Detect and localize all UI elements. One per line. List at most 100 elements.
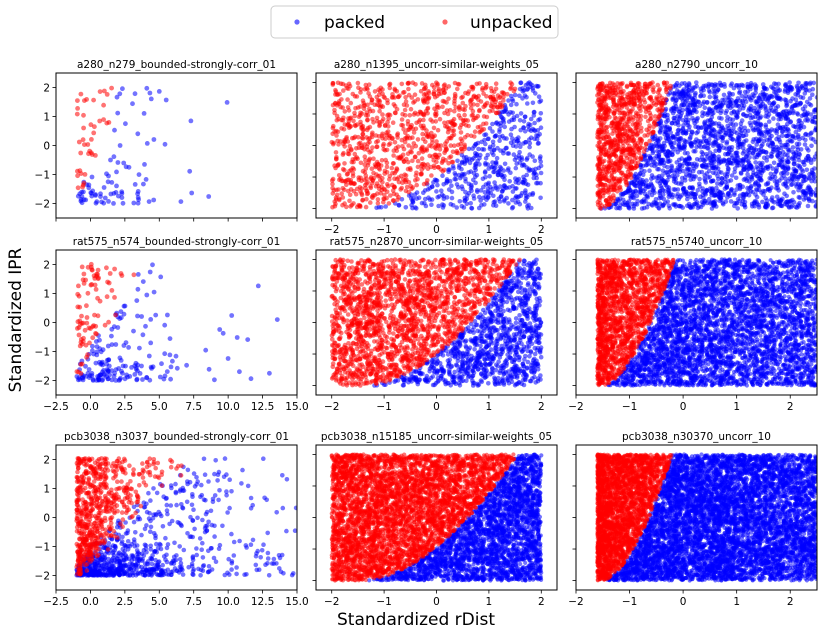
point-unpacked	[78, 150, 84, 156]
point-unpacked	[433, 119, 439, 124]
point-unpacked	[432, 165, 437, 170]
point-unpacked	[413, 178, 418, 183]
point-packed	[129, 365, 135, 370]
point-packed	[715, 108, 720, 114]
point-packed	[456, 172, 462, 178]
point-packed	[750, 150, 756, 155]
point-packed	[108, 157, 113, 163]
point-packed	[174, 365, 180, 371]
point-unpacked	[406, 92, 412, 98]
point-packed	[730, 122, 735, 127]
point-packed	[741, 166, 747, 172]
point-packed	[712, 89, 717, 94]
point-unpacked	[620, 117, 626, 123]
point-packed	[451, 166, 456, 171]
point-packed	[665, 156, 671, 161]
point-unpacked	[387, 82, 392, 87]
point-unpacked	[495, 104, 500, 110]
point-packed	[665, 115, 670, 121]
point-unpacked	[635, 98, 640, 103]
point-packed	[115, 110, 121, 116]
point-packed	[753, 85, 758, 91]
point-packed	[527, 321, 533, 326]
point-unpacked	[602, 132, 607, 138]
point-unpacked	[344, 177, 350, 183]
point-packed	[229, 313, 235, 318]
y-tick-label: −1	[35, 170, 50, 182]
point-unpacked	[421, 125, 427, 131]
point-packed	[725, 114, 730, 120]
point-packed	[206, 366, 212, 372]
point-unpacked	[617, 110, 622, 116]
point-packed	[673, 180, 679, 186]
point-packed	[747, 143, 752, 149]
point-packed	[452, 369, 458, 375]
point-unpacked	[634, 121, 639, 127]
point-unpacked	[333, 150, 339, 155]
point-packed	[714, 164, 719, 170]
point-packed	[797, 185, 802, 190]
series-unpacked	[74, 85, 114, 191]
point-unpacked	[406, 189, 412, 195]
point-packed	[469, 188, 474, 193]
point-unpacked	[420, 144, 425, 150]
point-packed	[748, 185, 754, 190]
point-unpacked	[413, 173, 419, 178]
point-packed	[634, 202, 640, 207]
point-unpacked	[466, 89, 472, 94]
point-unpacked	[407, 135, 413, 141]
point-unpacked	[379, 119, 385, 124]
point-unpacked	[432, 152, 438, 158]
point-packed	[115, 160, 121, 165]
point-packed	[116, 366, 122, 371]
point-packed	[707, 94, 713, 100]
point-packed	[659, 160, 664, 165]
point-packed	[750, 92, 755, 97]
point-packed	[135, 272, 141, 277]
point-packed	[724, 139, 730, 145]
point-packed	[444, 195, 450, 200]
point-packed	[487, 146, 493, 152]
point-packed	[109, 180, 115, 185]
point-unpacked	[484, 94, 489, 99]
point-unpacked	[595, 93, 600, 98]
point-unpacked	[638, 141, 644, 146]
point-packed	[528, 122, 533, 128]
point-packed	[134, 377, 140, 383]
point-packed	[151, 289, 157, 295]
point-unpacked	[349, 202, 355, 208]
point-packed	[399, 197, 405, 202]
point-packed	[111, 201, 116, 206]
point-unpacked	[655, 90, 661, 95]
point-packed	[224, 100, 230, 105]
point-unpacked	[333, 87, 338, 93]
x-tick-label: 7.5	[185, 401, 202, 413]
point-packed	[765, 180, 771, 186]
point-packed	[774, 136, 779, 142]
point-packed	[793, 182, 799, 187]
point-packed	[694, 80, 699, 85]
point-unpacked	[663, 96, 668, 102]
point-packed	[748, 174, 754, 180]
point-unpacked	[658, 99, 663, 105]
point-packed	[785, 159, 791, 165]
point-packed	[803, 191, 809, 196]
point-packed	[531, 171, 536, 177]
point-packed	[527, 354, 532, 359]
point-packed	[490, 143, 496, 148]
point-unpacked	[93, 323, 99, 329]
point-packed	[774, 130, 779, 136]
point-unpacked	[419, 167, 425, 172]
point-unpacked	[366, 136, 371, 142]
point-packed	[506, 98, 511, 103]
x-tick-label: 2	[538, 224, 545, 236]
point-unpacked	[648, 116, 654, 121]
point-packed	[802, 142, 808, 147]
point-packed	[773, 108, 779, 114]
point-packed	[477, 194, 482, 200]
point-unpacked	[397, 93, 402, 98]
point-packed	[764, 137, 770, 143]
x-tick-label: −2.5	[43, 401, 69, 413]
point-unpacked	[350, 173, 356, 179]
point-unpacked	[475, 125, 481, 130]
